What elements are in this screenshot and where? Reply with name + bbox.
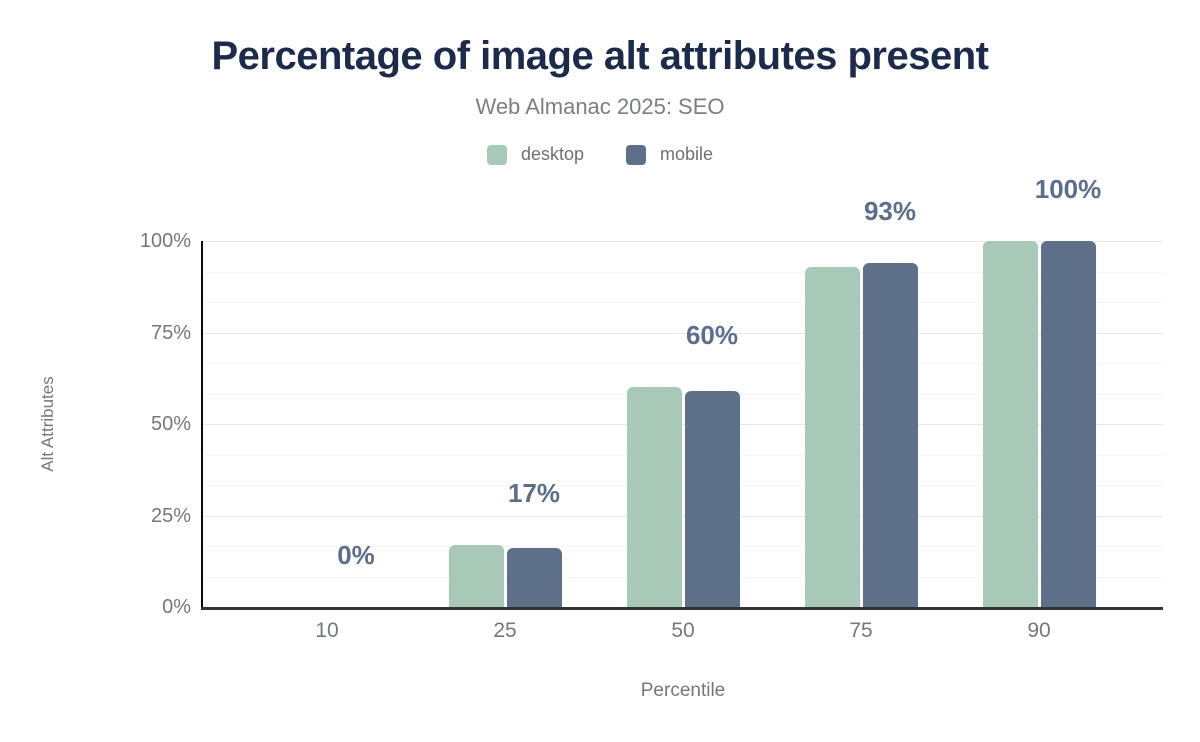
gridline-major xyxy=(203,241,1163,242)
legend-label-desktop: desktop xyxy=(520,144,584,164)
gridline-minor xyxy=(203,271,1163,273)
plot-area: 0% 17% 60% 93% 100% 0% 25% 50% 75% 100% 10 25 50 75… xyxy=(140,174,1163,642)
gridline-major xyxy=(203,332,1163,334)
chart-subtitle: Web Almanac 2025: SEO xyxy=(475,94,725,119)
legend-item-mobile[interactable]: mobile xyxy=(626,144,713,165)
bar-mobile-p90[interactable] xyxy=(1040,241,1096,607)
desktop-series-swatch-icon xyxy=(486,144,507,165)
chart-title: Percentage of image alt attributes prese… xyxy=(211,34,989,78)
y-tick-label-100: 100% xyxy=(139,230,191,252)
gridline-minor xyxy=(203,546,1163,547)
bar-mobile-p25[interactable] xyxy=(506,548,562,607)
y-tick-label-75: 75% xyxy=(150,321,191,344)
y-axis-title: Alt Attributes xyxy=(38,376,57,472)
gridline-minor xyxy=(203,393,1163,395)
x-axis-title: Percentile xyxy=(640,680,726,701)
gridline-major xyxy=(203,515,1163,517)
legend-label-mobile: mobile xyxy=(660,144,714,164)
data-label-p10: 0% xyxy=(337,540,375,570)
bar-desktop-p75[interactable] xyxy=(804,266,860,607)
y-tick-label-25: 25% xyxy=(150,504,191,527)
gridline-major xyxy=(203,424,1163,425)
bar-desktop-p25[interactable] xyxy=(448,544,504,607)
x-axis-line xyxy=(201,607,1163,610)
gridline-minor xyxy=(203,454,1163,456)
legend-item-desktop[interactable]: desktop xyxy=(486,144,584,165)
gridline-minor xyxy=(203,485,1163,486)
x-tick-label-10: 10 xyxy=(315,619,339,642)
x-tick-label-90: 90 xyxy=(1027,619,1051,642)
gridline-minor xyxy=(203,576,1163,578)
y-axis-line xyxy=(201,241,203,609)
x-tick-label-75: 75 xyxy=(849,619,873,642)
y-tick-label-50: 50% xyxy=(150,413,191,435)
data-label-p90: 100% xyxy=(1034,174,1102,204)
data-label-p75: 93% xyxy=(863,195,917,226)
y-tick-label-0: 0% xyxy=(162,596,191,618)
data-label-p50: 60% xyxy=(685,320,739,351)
bar-mobile-p75[interactable] xyxy=(862,262,918,607)
bar-desktop-p50[interactable] xyxy=(626,387,682,607)
data-label-p25: 17% xyxy=(507,477,561,508)
gridline-minor xyxy=(203,302,1163,303)
x-tick-label-25: 25 xyxy=(493,619,517,642)
gridline-minor xyxy=(203,363,1163,364)
mobile-series-swatch-icon xyxy=(626,144,646,165)
bar-desktop-p90[interactable] xyxy=(982,241,1038,607)
legend: desktop mobile xyxy=(0,144,1200,165)
bar-mobile-p50[interactable] xyxy=(684,391,740,607)
x-tick-label-50: 50 xyxy=(671,619,695,642)
